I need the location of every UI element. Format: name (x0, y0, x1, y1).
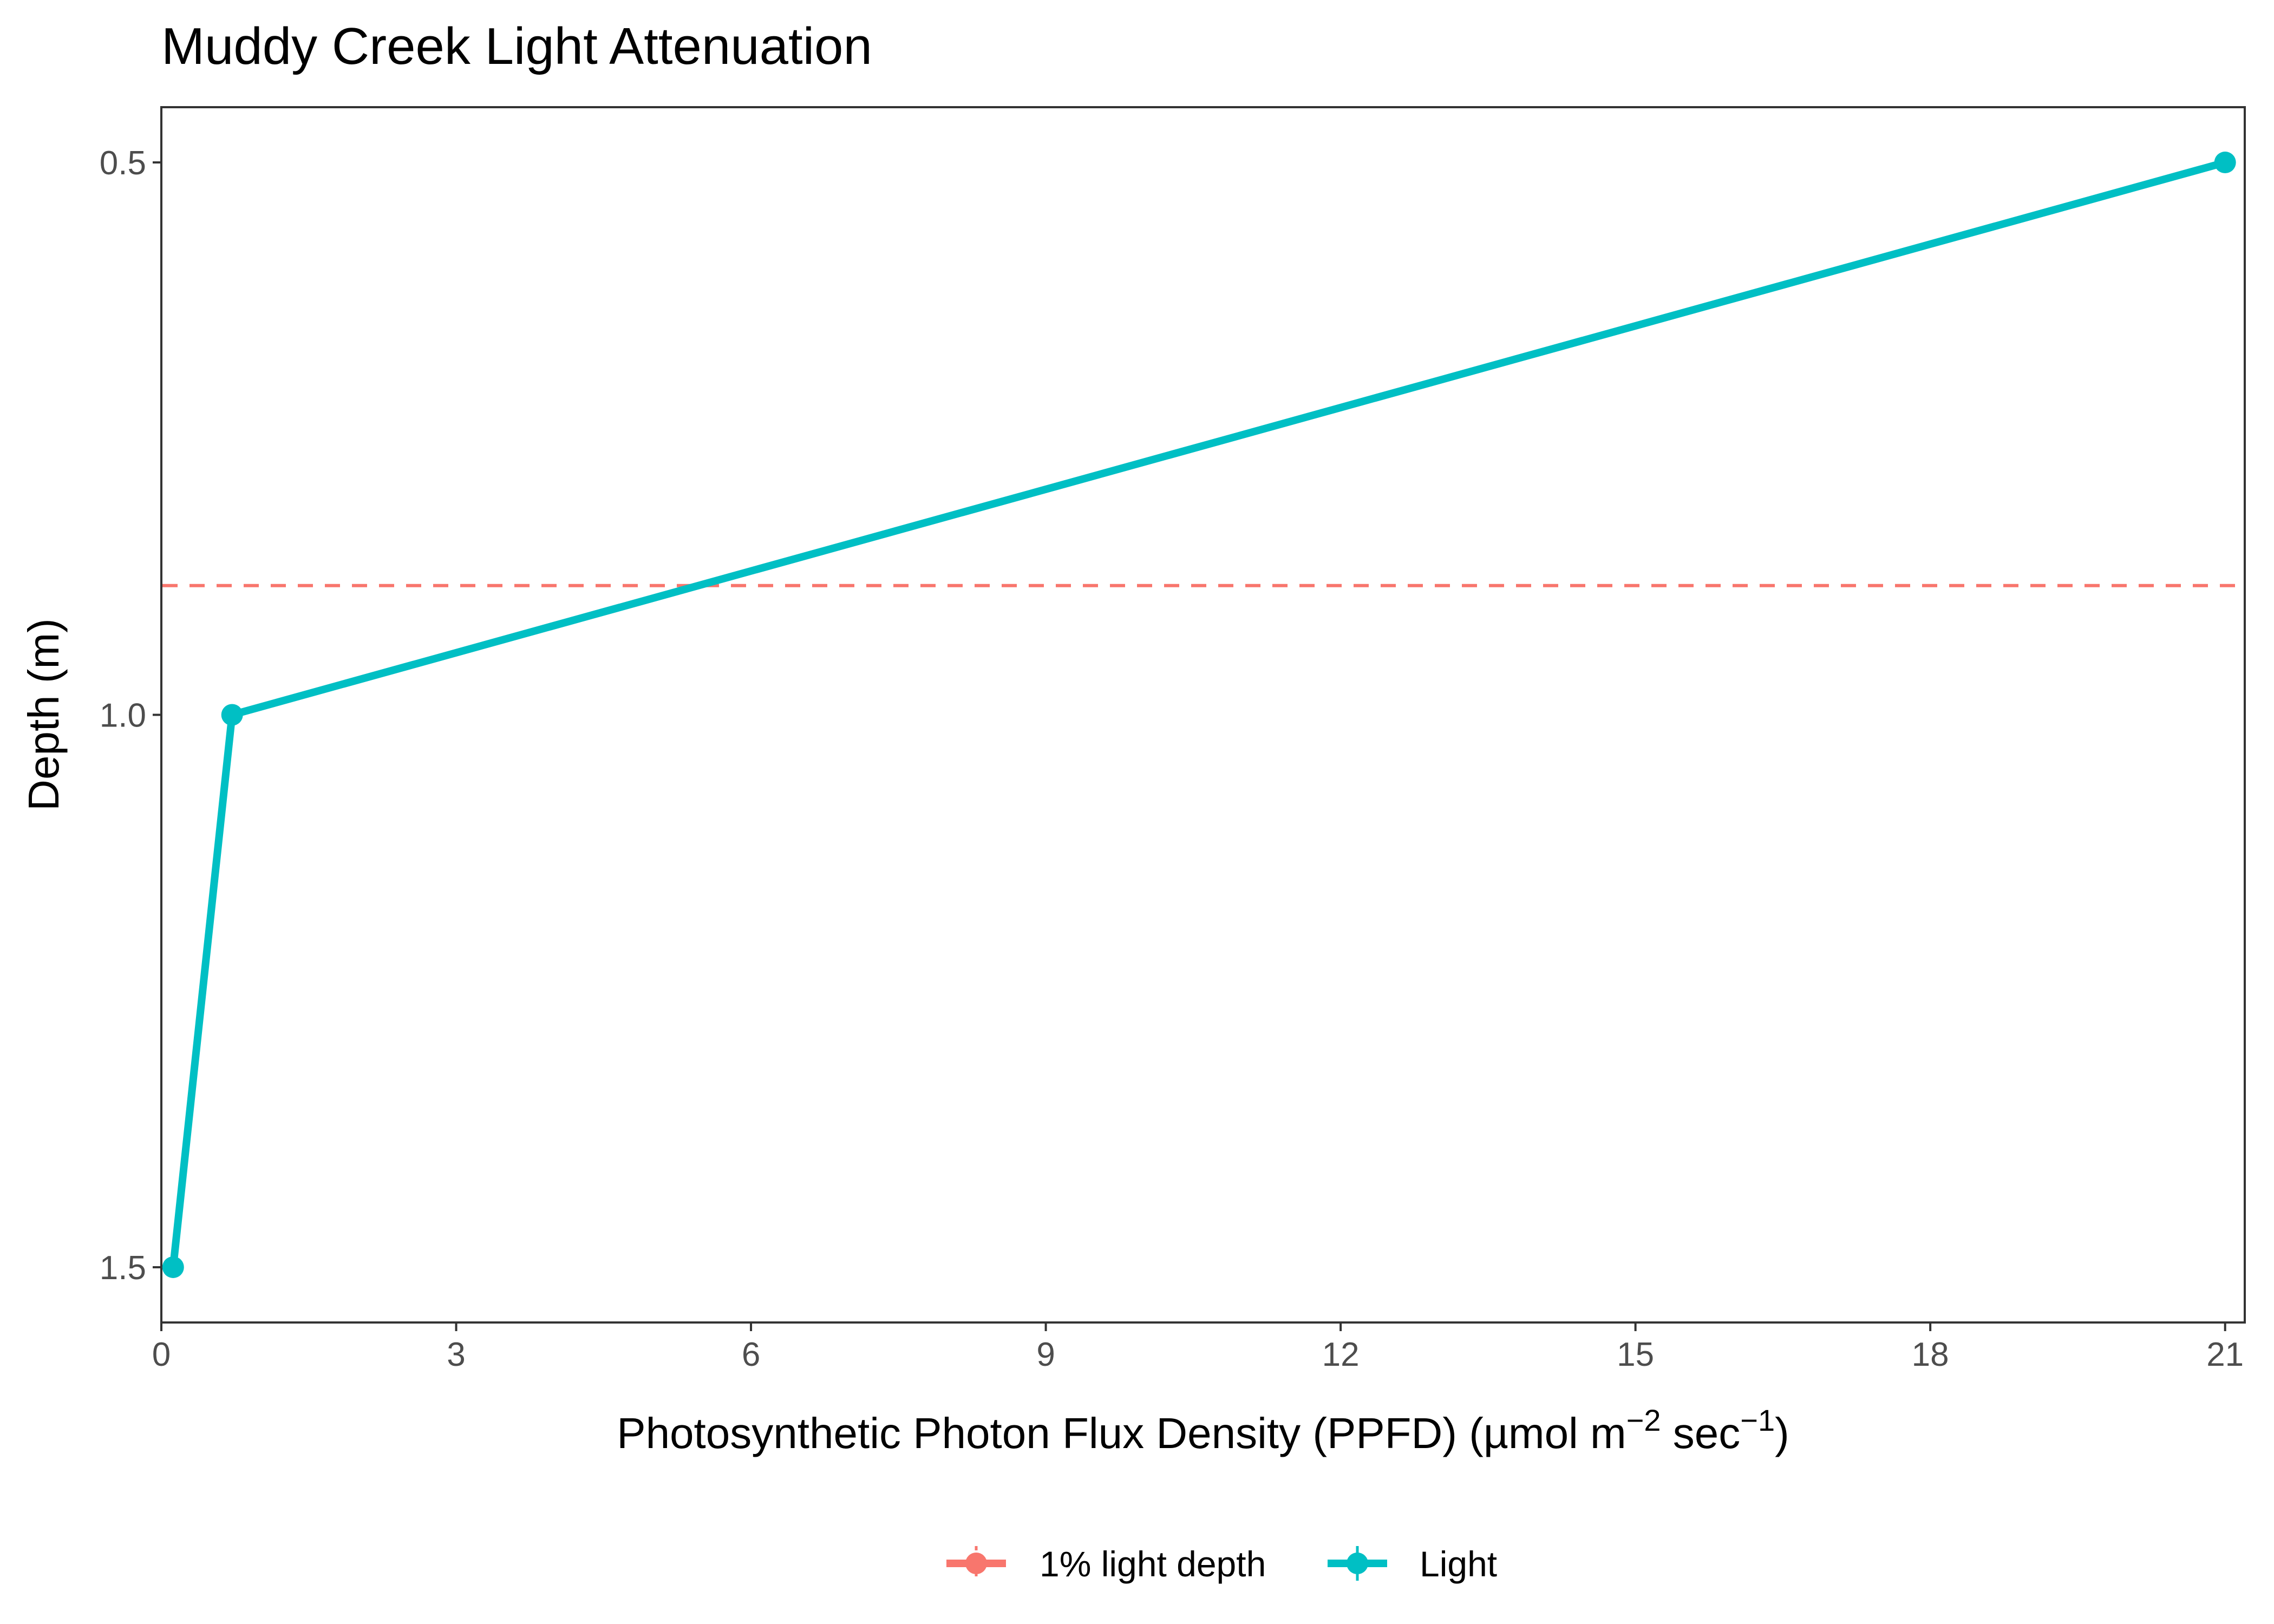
light-series-line (169, 159, 2229, 1271)
chart-title: Muddy Creek Light Attenuation (161, 17, 872, 75)
y-tick-label: 0.5 (100, 145, 146, 182)
plot-panel (160, 106, 2246, 1324)
y-axis-ticks: 0.5 1.0 1.5 (100, 145, 161, 1287)
x-tick-label: 18 (1912, 1336, 1949, 1373)
y-axis-title: Depth (m) (19, 618, 68, 811)
legend: 1% light depth Light (946, 1544, 1497, 1584)
legend-label: Light (1420, 1544, 1497, 1584)
series-layer (162, 152, 2244, 1278)
light-data-point (2214, 152, 2236, 174)
light-data-point (221, 704, 243, 726)
y-tick-label: 1.5 (100, 1249, 146, 1287)
x-tick-label: 15 (1617, 1336, 1654, 1373)
x-axis-ticks: 0 3 6 9 12 15 18 21 (152, 1322, 2244, 1373)
legend-key-point (965, 1553, 987, 1574)
light-data-point (162, 1256, 184, 1278)
x-tick-label: 0 (152, 1336, 171, 1373)
x-tick-label: 6 (742, 1336, 760, 1373)
x-axis-title: Photosynthetic Photon Flux Density (PPFD… (617, 1403, 1789, 1457)
x-tick-label: 3 (447, 1336, 465, 1373)
legend-item: 1% light depth (946, 1544, 1266, 1584)
x-tick-label: 21 (2206, 1336, 2244, 1373)
legend-key-point (1347, 1553, 1368, 1574)
legend-item: Light (1328, 1544, 1497, 1584)
y-tick-label: 1.0 (100, 697, 146, 735)
x-tick-label: 12 (1322, 1336, 1360, 1373)
legend-label: 1% light depth (1040, 1544, 1266, 1584)
x-tick-label: 9 (1036, 1336, 1055, 1373)
